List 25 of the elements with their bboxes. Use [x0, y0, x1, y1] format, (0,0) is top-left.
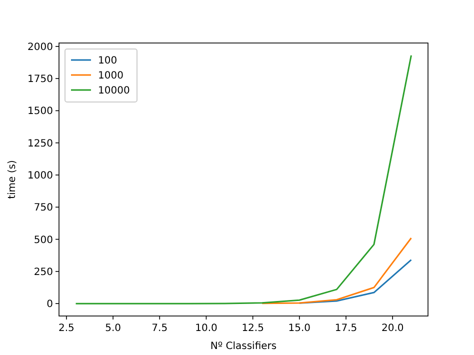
y-tick-label: 2000: [28, 42, 53, 53]
x-tick-label: 20.0: [381, 323, 404, 334]
y-tick-label: 750: [34, 202, 53, 214]
y-tick-label: 1250: [28, 138, 53, 150]
x-tick-label: 2.5: [58, 323, 74, 334]
line-series: [75, 54, 412, 304]
x-tick-label: 12.5: [242, 323, 264, 334]
x-tick-label: 7.5: [152, 323, 168, 334]
y-tick-label: 1500: [28, 106, 53, 118]
legend-label: 100: [98, 56, 118, 66]
legend-label: 1000: [98, 70, 124, 82]
y-tick-label: 1000: [28, 170, 53, 182]
y-tick-label: 0: [46, 299, 53, 310]
y-tick-label: 1750: [28, 74, 53, 86]
y-tick-label: 250: [34, 266, 53, 278]
x-tick-label: 5.0: [105, 323, 121, 334]
y-tick-label: 500: [34, 234, 53, 246]
x-axis-title: Nº Classifiers: [210, 341, 277, 352]
x-tick-label: 10.0: [195, 323, 218, 334]
line-series: [261, 237, 412, 304]
x-tick-label: 17.5: [334, 323, 358, 334]
x-tick-label: 15.0: [288, 323, 311, 334]
legend-label: 10000: [98, 86, 130, 96]
y-axis-title: time (s): [7, 160, 18, 199]
line-series: [298, 259, 412, 304]
